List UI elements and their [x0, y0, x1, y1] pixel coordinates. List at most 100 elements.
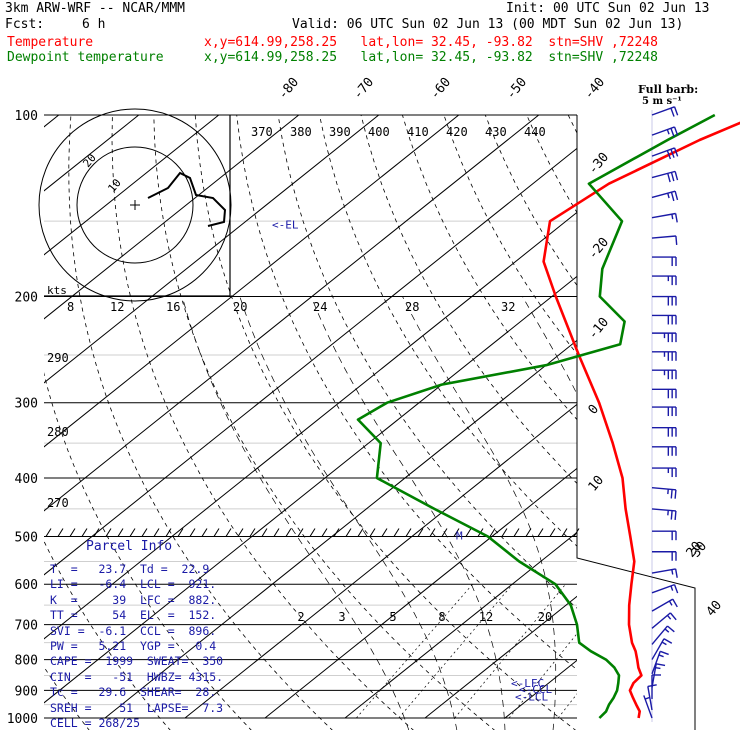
wind-barb — [652, 275, 677, 286]
speed-label: 12 — [110, 300, 124, 314]
hodograph-ring-20 — [38, 108, 232, 302]
dry-adiabat — [44, 372, 252, 730]
lfc-marker: <-LFC — [511, 677, 544, 690]
dry-adiabat — [567, 115, 577, 134]
isotherm — [44, 115, 220, 256]
dewpoint-trace — [356, 113, 716, 719]
wind-barb — [652, 256, 677, 267]
mixing-ratio-line — [508, 633, 577, 719]
pressure-tick-label: 500 — [15, 530, 38, 545]
hodograph-trace — [147, 171, 227, 227]
wind-barb — [651, 170, 679, 183]
isotherm — [424, 595, 577, 719]
pressure-tick-label: 400 — [15, 472, 38, 487]
mixing-ratio-label: 20 — [538, 610, 552, 624]
isotherm-label: -70 — [351, 75, 378, 103]
hodograph-ring-10 — [76, 146, 194, 264]
pressure-tick-label: 200 — [15, 291, 38, 306]
dry-adiabat — [734, 115, 740, 731]
theta-label: 410 — [407, 125, 429, 139]
wind-barb — [652, 551, 677, 561]
dry-adiabat — [44, 540, 171, 730]
wind-barb — [652, 388, 677, 399]
dry-adiabat — [360, 115, 577, 485]
dewpoint-legend: Dewpoint temperature — [7, 50, 164, 65]
valid-time: Valid: 06 UTC Sun 02 Jun 13 (00 MDT Sun … — [292, 17, 684, 32]
wind-barb — [651, 583, 679, 594]
parcel-info-row: SREH = 51 LAPSE= 7.3 — [50, 700, 224, 715]
theta-label: 440 — [524, 125, 546, 139]
mixing-ratio-label: 2 — [297, 610, 304, 624]
dry-adiabat — [443, 115, 577, 355]
wind-barb — [651, 598, 678, 612]
speed-label: 8 — [67, 300, 74, 314]
moist-adiabat — [522, 296, 577, 395]
forecast-hour: 6 h — [82, 17, 106, 32]
isotherm-label: 10 — [586, 473, 608, 495]
moist-adiabat — [310, 296, 506, 730]
parcel-info-row: K = 39 LFC = 882. — [50, 592, 217, 607]
isotherm — [44, 115, 460, 448]
mixing-ratio-label: 3 — [338, 610, 345, 624]
theta-label: 420 — [446, 125, 468, 139]
isotherm — [44, 115, 300, 320]
init-time: Init: 00 UTC Sun 02 Jun 13 — [506, 1, 710, 16]
dewpoint-location: x,y=614.99,258.25 lat,lon= 32.45, -93.82… — [204, 50, 658, 65]
wind-barb — [651, 625, 675, 645]
dry-adiabat — [236, 115, 577, 671]
dry-adiabat — [402, 115, 577, 421]
model-title: 3km ARW-WRF -- NCAR/MMM — [5, 1, 186, 16]
wind-barb — [652, 314, 677, 325]
theta-label: 430 — [485, 125, 507, 139]
theta-label: 380 — [290, 125, 312, 139]
wind-barb — [651, 508, 677, 521]
speed-label: 20 — [233, 300, 247, 314]
grid-lines — [44, 115, 740, 731]
moist-adiabat — [239, 296, 458, 730]
isotherm-label: -10 — [586, 315, 613, 343]
forecast-label: Fcst: — [5, 17, 45, 32]
dry-adiabat — [693, 115, 740, 731]
dry-adiabat — [277, 115, 577, 609]
wind-barb — [652, 369, 677, 380]
pressure-tick-label: 600 — [15, 578, 38, 593]
moist-adiabat — [649, 297, 705, 731]
pressure-tick-label: 700 — [15, 619, 38, 634]
wind-barb — [652, 332, 677, 343]
wind-barb — [651, 147, 679, 160]
mixing-ratio-line — [356, 583, 473, 719]
wind-barb — [651, 106, 679, 117]
dry-adiabat — [319, 115, 577, 547]
temperature-location: x,y=614.99,258.25 lat,lon= 32.45, -93.82… — [204, 35, 658, 50]
isotherm-label: -20 — [586, 235, 613, 263]
mixing-ratio-label: 5 — [389, 610, 396, 624]
hodograph-label-20: 20 — [80, 151, 98, 170]
isotherm — [104, 339, 577, 719]
mixing-ratio-line — [398, 583, 513, 719]
hodograph-label-10: 10 — [105, 176, 123, 195]
parcel-info-row: CAPE = 1999 SWEAT= 350 — [50, 654, 224, 669]
theta-label: 400 — [368, 125, 390, 139]
wind-barb — [651, 568, 678, 578]
wind-barb — [651, 638, 673, 660]
parcel-info-row: CIN = -51 HWBZ= 4315. — [50, 669, 224, 684]
parcel-info-row: Tc = 29.6 SHEAR= 28. — [50, 685, 217, 700]
isotherm — [184, 403, 577, 719]
wind-barb — [643, 695, 653, 719]
wind-barb — [652, 351, 677, 361]
parcel-info-row: LI = -6.4 LCL = 921. — [50, 577, 217, 592]
isotherm-label: -80 — [276, 75, 303, 103]
barb-note-unit: 5 m s⁻¹ — [642, 96, 682, 107]
isotherm — [44, 147, 577, 576]
speed-label: 24 — [313, 300, 327, 314]
dry-adiabat — [526, 115, 577, 214]
plot-boundary — [576, 115, 696, 730]
mixing-ratio-label: 12 — [479, 610, 493, 624]
wind-barb — [651, 612, 677, 629]
speed-label: 16 — [166, 300, 180, 314]
isotherm — [344, 531, 577, 719]
dry-adiabat — [194, 115, 577, 730]
wind-barb — [652, 426, 677, 437]
hodograph-unit: kts — [47, 284, 67, 297]
